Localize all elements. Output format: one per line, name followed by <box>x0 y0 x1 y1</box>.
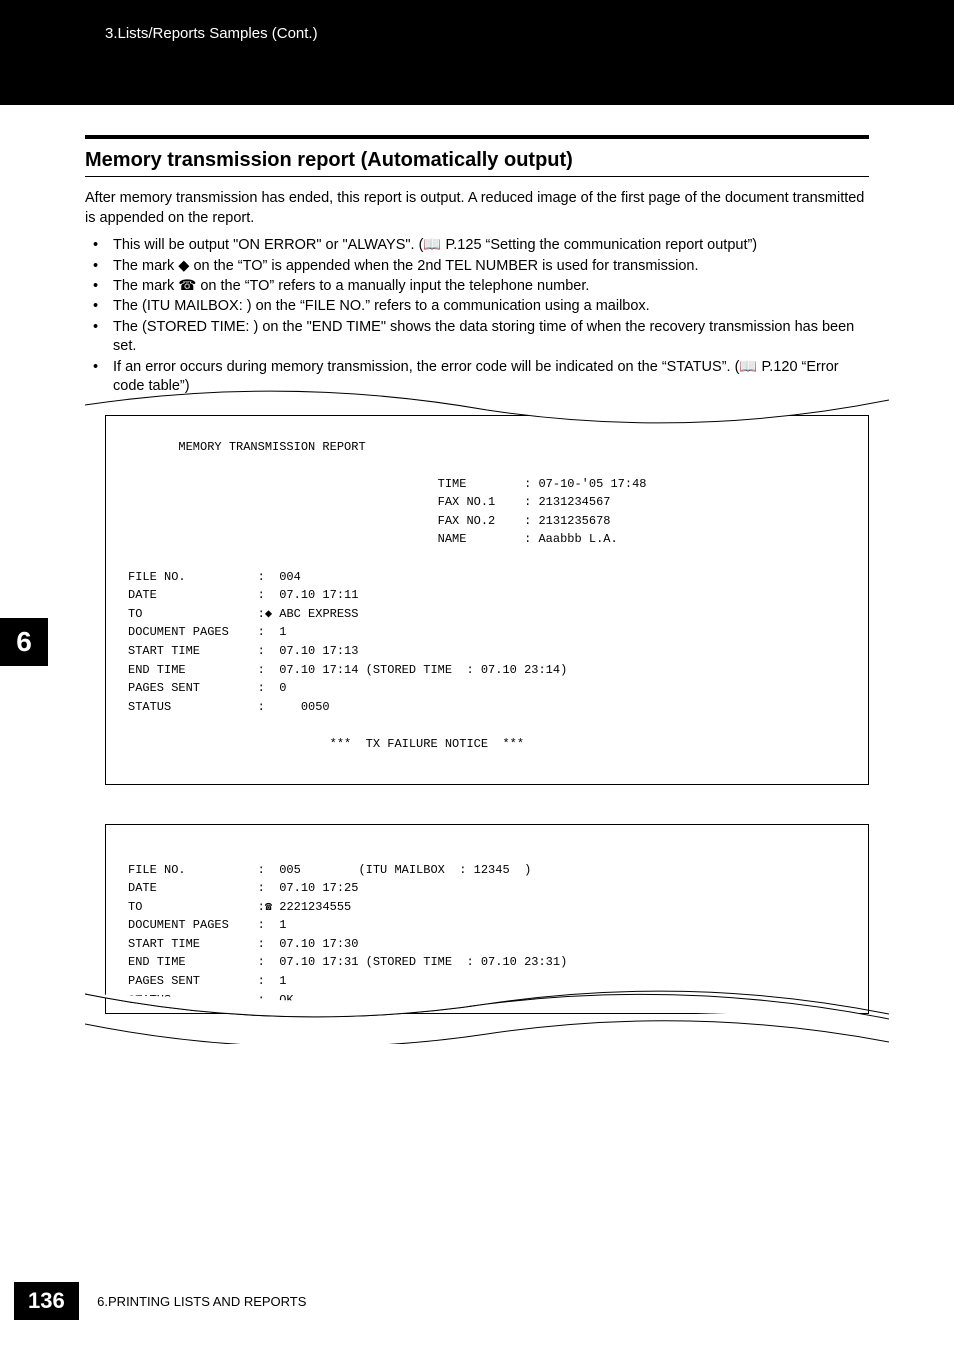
list-item-text: This will be output "ON ERROR" or "ALWAY… <box>113 237 757 253</box>
breadcrumb: 3.Lists/Reports Samples (Cont.) <box>105 25 318 42</box>
list-item-text: The (STORED TIME: ) on the "END TIME" sh… <box>113 319 854 354</box>
list-item: This will be output "ON ERROR" or "ALWAY… <box>85 236 869 255</box>
list-item-text: The mark ◆ on the “TO” is appended when … <box>113 258 699 274</box>
rule-thick <box>85 135 869 139</box>
chapter-tab: 6 <box>0 618 48 666</box>
list-item-text: If an error occurs during memory transmi… <box>113 359 839 394</box>
footer-chapter: 6.PRINTING LISTS AND REPORTS <box>97 1294 306 1309</box>
list-item: The (ITU MAILBOX: ) on the “FILE NO.” re… <box>85 297 869 316</box>
bullet-list: This will be output "ON ERROR" or "ALWAY… <box>85 236 869 396</box>
intro-paragraph: After memory transmission has ended, thi… <box>85 189 869 228</box>
top-black-band: 3.Lists/Reports Samples (Cont.) <box>0 0 954 105</box>
report-box-top: MEMORY TRANSMISSION REPORT TIME : 07-10-… <box>105 415 869 785</box>
list-item-text: The (ITU MAILBOX: ) on the “FILE NO.” re… <box>113 298 650 314</box>
report-sample: MEMORY TRANSMISSION REPORT TIME : 07-10-… <box>105 415 869 1014</box>
list-item-text: The mark ☎ on the “TO” refers to a manua… <box>113 278 589 294</box>
section-title: Memory transmission report (Automaticall… <box>85 149 869 172</box>
rule-thin <box>85 176 869 177</box>
report-box-bottom: FILE NO. : 005 (ITU MAILBOX : 12345 ) DA… <box>105 824 869 1014</box>
list-item: The mark ◆ on the “TO” is appended when … <box>85 257 869 276</box>
page-footer: 136 6.PRINTING LISTS AND REPORTS <box>0 1282 954 1320</box>
list-item: The (STORED TIME: ) on the "END TIME" sh… <box>85 318 869 357</box>
list-item: If an error occurs during memory transmi… <box>85 358 869 397</box>
list-item: The mark ☎ on the “TO” refers to a manua… <box>85 277 869 296</box>
page-number: 136 <box>14 1282 79 1320</box>
